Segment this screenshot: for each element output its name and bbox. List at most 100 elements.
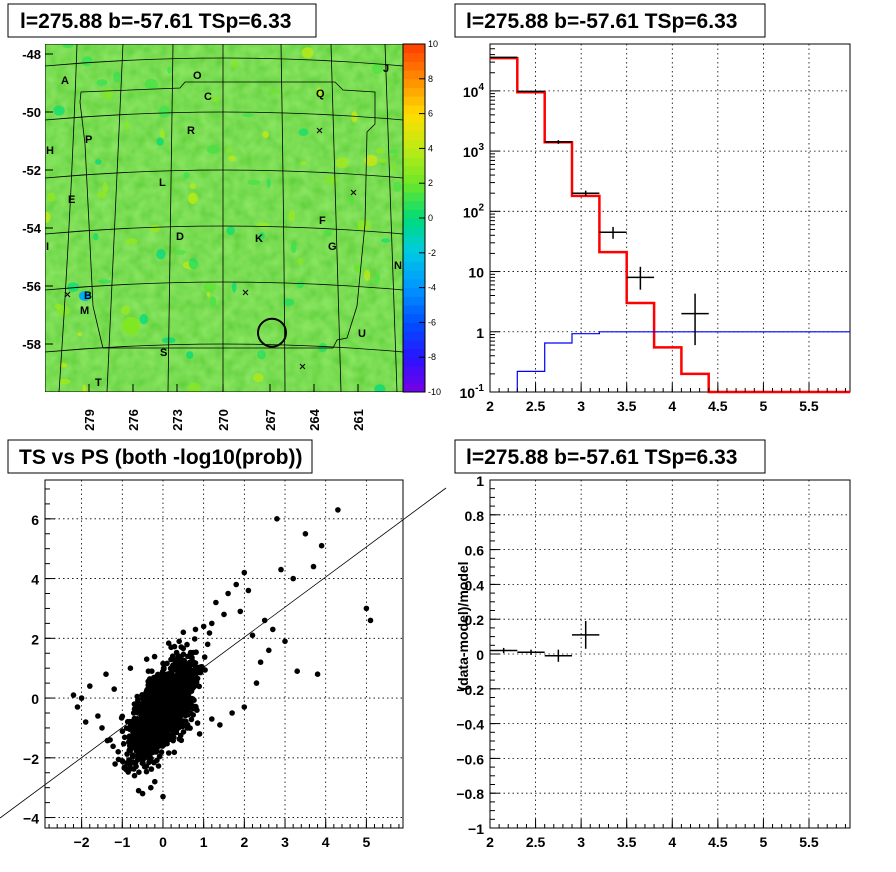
map-y-tick-label: -56 — [22, 279, 41, 294]
coordinate-grid — [45, 44, 403, 392]
scatter-point — [176, 717, 183, 723]
scatter-point — [176, 693, 183, 700]
map-spot — [122, 317, 140, 335]
colorbar-tick-label: -2 — [428, 248, 436, 258]
region-label-f: F — [319, 215, 326, 227]
scatter-point — [170, 683, 176, 690]
scatter-point — [197, 669, 204, 676]
spectrum-y-tick-label: 102 — [463, 202, 485, 220]
scatter-point — [302, 531, 309, 537]
map-spot — [58, 378, 71, 385]
scatter-point — [173, 697, 180, 704]
residual-axes: 2 2.5 3 3.5 4 4.5 5 5.5 −1 −0.8 −0.6 −0.4 −0.2 0 0.2 0.… — [456, 473, 846, 850]
scatter-point — [183, 696, 190, 703]
map-spot — [174, 249, 186, 255]
scatter-point — [184, 641, 190, 648]
scatter-point — [129, 725, 135, 732]
scatter-points — [70, 507, 374, 800]
scatter-point — [233, 581, 239, 588]
scatter-point — [123, 767, 130, 773]
colorbar-step — [403, 78, 425, 88]
map-spot — [262, 131, 269, 139]
colorbar-step — [403, 287, 425, 297]
scatter-point — [180, 710, 186, 717]
scatter-point — [95, 713, 101, 719]
colorbar-step — [403, 365, 425, 376]
scatter-point — [110, 743, 116, 750]
scatter-point — [145, 734, 152, 740]
region-label-e: E — [68, 194, 75, 206]
scatter-point — [143, 768, 150, 775]
region-label-r: R — [187, 125, 195, 137]
colorbar-tick-label: 4 — [428, 143, 433, 153]
scatter-point — [162, 725, 169, 731]
scatter-point — [184, 721, 191, 728]
map-x-tick-label: 261 — [351, 409, 366, 431]
spectrum-x-tick-label: 4.5 — [708, 398, 728, 414]
scatter-point — [112, 761, 118, 767]
colorbar-tick-label: -4 — [428, 283, 436, 293]
colorbar-step — [403, 296, 425, 306]
scatter-point — [241, 704, 248, 710]
colorbar-step — [403, 52, 425, 62]
region-label-m: M — [80, 305, 89, 317]
scatter-point — [193, 665, 200, 672]
map-spot — [282, 298, 295, 307]
map-spot — [260, 168, 269, 174]
scatter-point — [166, 675, 172, 681]
scatter-point — [180, 629, 187, 636]
scatter-point — [156, 681, 162, 687]
scatter-point — [162, 715, 169, 722]
scatter-point — [168, 644, 174, 651]
map-spot — [102, 88, 114, 100]
residual-y-tick-label: 1 — [476, 473, 484, 489]
map-y-tick-label: -58 — [22, 337, 41, 352]
scatter-point — [282, 638, 288, 645]
scatter-point — [177, 703, 183, 709]
map-spot — [296, 281, 304, 289]
scatter-x-tick-label: 1 — [200, 834, 208, 850]
map-spot — [269, 89, 281, 94]
scatter-point — [217, 722, 223, 728]
map-spot — [324, 229, 332, 237]
scatter-point — [175, 677, 182, 684]
map-spot — [189, 183, 196, 190]
scatter-point — [290, 575, 297, 582]
map-y-tick-label: -54 — [22, 221, 42, 236]
scatter-point — [141, 730, 148, 737]
scatter-point — [196, 683, 202, 690]
map-spot — [67, 282, 80, 292]
scatter-point — [142, 744, 149, 751]
spectrum-y-tick-label: 104 — [463, 82, 485, 100]
map-x-tick-label: 267 — [263, 409, 278, 431]
residual-x-tick-label: 4 — [668, 834, 676, 850]
map-spot — [297, 257, 304, 265]
scatter-point — [266, 647, 272, 654]
scatter-point — [204, 641, 211, 648]
scatter-point — [188, 650, 195, 657]
region-label-j: J — [383, 63, 389, 75]
residual-x-tick-label: 2.5 — [526, 834, 546, 850]
scatter-point — [194, 720, 201, 726]
scatter-point — [134, 736, 141, 742]
colorbar-step — [403, 174, 425, 184]
scatter-point — [149, 668, 155, 674]
map-spot — [371, 63, 384, 75]
region-labels: A B C D E F G H I J K L M N O P Q R S T — [46, 63, 402, 389]
map-spot — [77, 332, 82, 337]
region-label-d: D — [176, 231, 184, 243]
scatter-point — [187, 667, 193, 674]
residual-panel: l=275.88 b=-57.61 TSp=6.33 2 2.5 3 3.5 4 4.5 5… — [454, 439, 851, 850]
scatter-point — [196, 731, 203, 737]
map-spot — [156, 249, 166, 260]
colorbar-step — [403, 148, 425, 158]
region-label-k: K — [255, 233, 263, 245]
scatter-point — [176, 638, 182, 645]
map-panel: l=275.88 b=-57.61 TSp=6.33 — [7, 3, 441, 431]
scatter-point — [144, 696, 151, 703]
colorbar-step — [403, 191, 425, 202]
scatter-point — [139, 692, 145, 698]
region-label-q: Q — [316, 88, 325, 100]
residual-y-tick-label: −0.8 — [456, 786, 484, 802]
scatter-point — [188, 716, 195, 723]
